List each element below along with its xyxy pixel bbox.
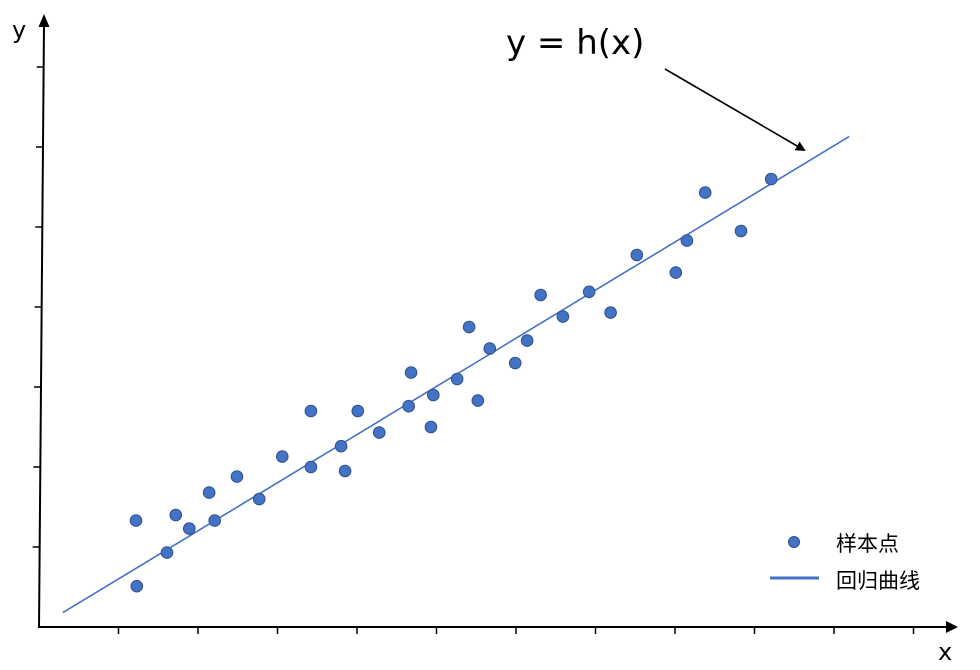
- sample-point: [230, 470, 244, 483]
- sample-point: [471, 394, 485, 407]
- sample-point: [462, 320, 476, 334]
- sample-point: [450, 372, 464, 386]
- sample-point: [630, 248, 644, 262]
- sample-point: [208, 514, 221, 527]
- sample-point: [169, 508, 183, 522]
- sample-point: [698, 186, 712, 199]
- annotation-label: y = h(x): [506, 23, 644, 63]
- sample-point: [556, 310, 570, 323]
- sample-point: [483, 342, 497, 355]
- legend-label-line: 回归曲线: [836, 569, 920, 593]
- legend-point-marker: [788, 536, 800, 548]
- sample-point: [338, 464, 352, 478]
- y-axis: [38, 23, 45, 629]
- sample-point: [129, 514, 143, 527]
- sample-point: [734, 224, 748, 238]
- sample-point: [520, 334, 534, 347]
- sample-point: [582, 285, 596, 299]
- sample-point: [404, 366, 418, 379]
- sample-point: [604, 306, 617, 319]
- y-axis-arrowhead: [38, 14, 50, 27]
- x-axis-label: x: [938, 638, 952, 666]
- sample-point: [202, 486, 216, 499]
- sample-point: [351, 404, 365, 418]
- sample-point: [304, 460, 318, 474]
- sample-point: [275, 450, 289, 463]
- sample-point: [424, 420, 438, 434]
- sample-point: [764, 172, 778, 186]
- sample-point: [372, 426, 386, 439]
- sample-point: [160, 546, 174, 559]
- legend: 样本点 回归曲线: [770, 532, 920, 593]
- sample-point: [182, 522, 196, 535]
- sample-point: [508, 356, 522, 370]
- sample-point: [304, 404, 318, 418]
- sample-point: [669, 266, 683, 279]
- sample-point: [402, 399, 415, 413]
- sample-point: [334, 439, 348, 453]
- x-axis-arrowhead: [946, 621, 958, 633]
- sample-point: [130, 579, 144, 593]
- sample-point: [680, 234, 694, 247]
- annotation-arrow: [664, 68, 806, 152]
- sample-point: [252, 492, 266, 506]
- sample-point: [427, 388, 440, 402]
- sample-point: [534, 288, 547, 302]
- y-axis-label: y: [12, 16, 26, 44]
- legend-label-points: 样本点: [836, 532, 899, 556]
